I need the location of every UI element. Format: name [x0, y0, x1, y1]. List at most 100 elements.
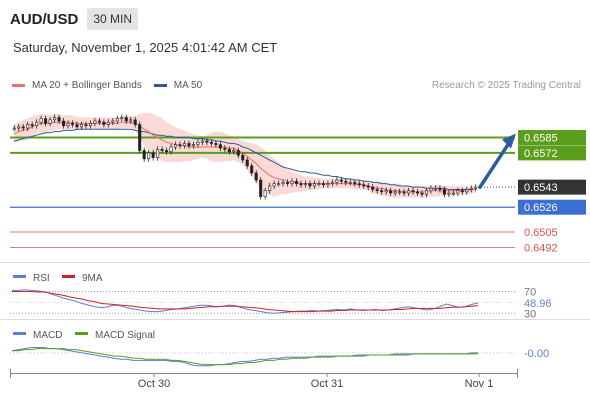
candle-body — [317, 183, 321, 185]
credit-label: Research © 2025 Trading Central — [431, 80, 581, 91]
candle — [209, 139, 213, 147]
candle-body — [102, 121, 106, 125]
candle — [151, 149, 155, 161]
candle-body — [111, 120, 115, 123]
candle-body — [465, 189, 469, 193]
candle — [84, 121, 88, 129]
candle — [70, 120, 75, 128]
candle — [380, 187, 384, 195]
candle — [138, 121, 142, 154]
candle — [433, 185, 437, 192]
candle — [88, 120, 92, 129]
candle-body — [294, 180, 299, 184]
candle-body — [79, 124, 83, 128]
candle — [106, 119, 110, 128]
candle — [321, 180, 325, 188]
candle — [250, 162, 254, 176]
candle — [469, 185, 473, 193]
x-axis-label: Oct 30 — [138, 378, 170, 390]
legend-label-macd-signal: MACD Signal — [95, 330, 155, 341]
candle — [303, 180, 308, 188]
candle-body — [209, 141, 213, 144]
candle — [35, 119, 39, 129]
candle-body — [312, 183, 316, 187]
candle-body — [88, 123, 92, 127]
x-axis-label: Nov 1 — [465, 378, 494, 390]
candle-body — [474, 186, 478, 189]
candle-body — [420, 192, 424, 195]
level-label-0.6526: 0.6526 — [524, 202, 558, 214]
legend-label-ma20: MA 20 + Bollinger Bands — [32, 80, 142, 91]
candle — [30, 121, 34, 129]
candle — [465, 186, 469, 195]
legend-label-macd: MACD — [33, 330, 62, 341]
candle — [133, 116, 137, 128]
candle-body — [438, 188, 442, 190]
candle-body — [35, 121, 39, 127]
candle-body — [321, 183, 325, 186]
candle-body — [75, 124, 79, 128]
candle — [120, 114, 124, 122]
candle-body — [178, 144, 182, 147]
candle-body — [245, 159, 249, 167]
candle-body — [451, 192, 455, 195]
candle-body — [187, 143, 191, 147]
candle — [429, 185, 433, 194]
candle-body — [223, 147, 227, 150]
candle-body — [398, 191, 402, 194]
candle — [196, 139, 200, 148]
legend-swatch-rsi — [13, 275, 26, 278]
macd-signal-line — [12, 348, 478, 366]
candle — [456, 187, 460, 196]
level-tag-0.6526 — [518, 199, 586, 215]
level-label-0.6505: 0.6505 — [524, 227, 558, 239]
candle-body — [53, 117, 57, 121]
candle-body — [415, 191, 420, 194]
candle — [330, 179, 334, 187]
candle — [187, 140, 191, 149]
level-label-0.6543: 0.6543 — [524, 182, 558, 194]
candle-body — [174, 144, 178, 148]
candle-body — [254, 172, 258, 181]
legend-item-ma50: MA 50 — [153, 80, 202, 91]
candle-body — [277, 183, 281, 185]
candle-body — [429, 188, 433, 191]
candle-body — [30, 124, 34, 127]
candle — [335, 177, 339, 186]
candle — [286, 179, 290, 187]
timeframe-badge[interactable]: 30 MIN — [87, 8, 139, 30]
level-label-0.6585: 0.6585 — [524, 133, 558, 145]
candle-body — [402, 191, 406, 194]
candle — [259, 177, 263, 200]
candle — [371, 184, 375, 193]
candle-body — [335, 179, 339, 183]
candle-body — [460, 190, 464, 193]
candle-body — [353, 182, 357, 184]
candle-body — [241, 154, 245, 161]
level-label-0.6492: 0.6492 — [524, 242, 558, 254]
candle — [61, 118, 66, 129]
candle-body — [218, 144, 222, 149]
candle-body — [205, 140, 209, 143]
candle-body — [393, 191, 397, 194]
candle-body — [106, 121, 110, 125]
candle — [366, 183, 370, 191]
candle — [451, 190, 455, 196]
candle-body — [61, 120, 66, 127]
candle-body — [380, 190, 384, 193]
candle-body — [344, 180, 348, 183]
candle-body — [424, 190, 429, 195]
candle-body — [93, 120, 97, 124]
candle — [442, 186, 446, 198]
candle — [232, 147, 236, 155]
candle-body — [147, 152, 151, 160]
candle-body — [70, 123, 75, 125]
candle — [389, 187, 393, 196]
candle-body — [115, 118, 119, 122]
candle-body — [447, 192, 451, 195]
candle — [53, 114, 57, 123]
rsi-line — [12, 289, 479, 314]
candle — [48, 116, 52, 127]
candle-body — [326, 183, 330, 186]
